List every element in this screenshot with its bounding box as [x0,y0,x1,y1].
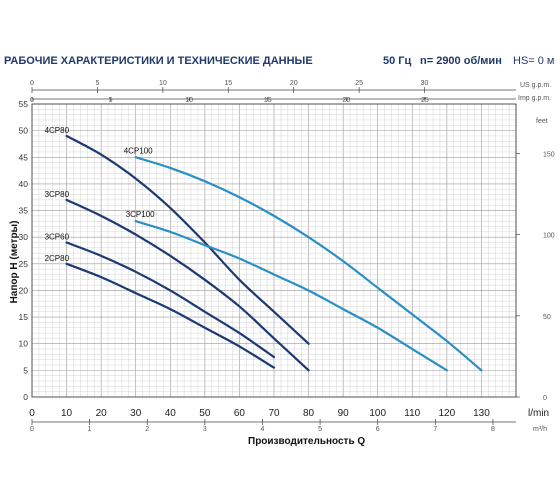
feet-tick-label: 150 [543,151,555,158]
us-gpm-tick-label: 25 [355,80,363,87]
label-2cp80: 2CP80 [45,254,70,263]
m3h-tick-label: 6 [376,426,380,433]
imp-gpm-tick-label: 5 [109,97,113,104]
feet-unit: feet [536,118,548,125]
x-tick-label: 40 [165,408,177,419]
imp-gpm-tick-label: 15 [264,97,272,104]
chart-title: РАБОЧИЕ ХАРАКТЕРИСТИКИ И ТЕХНИЧЕСКИЕ ДАН… [4,55,313,67]
lmin-unit: l/min [528,408,549,419]
imp-gpm-tick-label: 10 [185,97,193,104]
x-tick-label: 30 [130,408,142,419]
hs-label: HS= 0 м [513,55,555,67]
m3h-tick-label: 3 [203,426,207,433]
m3h-tick-label: 8 [491,426,495,433]
y-tick-label: 35 [19,206,29,216]
x-tick-label: 10 [61,408,73,419]
x-tick-label: 70 [268,408,280,419]
curve-3cp60 [65,241,276,359]
y-tick-label: 30 [19,232,29,242]
curve-3cp100 [134,220,448,372]
y-tick-label: 15 [19,312,29,322]
feet-tick-label: 50 [543,314,551,321]
y-tick-label: 40 [19,179,29,189]
y-axis-title: Напор H (метры) [9,221,20,304]
imp-gpm-tick-label: 0 [30,97,34,104]
imp-gpm-unit: Imp g.p.m. [518,95,551,102]
label-3cp60: 3CP60 [45,233,70,242]
x-tick-label: 20 [96,408,108,419]
us-gpm-tick-label: 20 [290,80,298,87]
m3h-tick-label: 7 [433,426,437,433]
plot-frame [31,103,517,398]
us-gpm-tick-label: 5 [95,80,99,87]
imp-gpm-tick-label: 25 [421,97,429,104]
y-tick-label: 50 [19,126,29,136]
feet-tick-label: 0 [543,395,547,402]
curve-2cp80 [65,262,276,369]
y-tick-label: 5 [23,365,28,375]
us-gpm-unit: US g.p.m. [520,82,551,89]
curve-4cp80 [65,134,310,345]
x-tick-label: 60 [234,408,246,419]
label-3cp80: 3CP80 [45,190,70,199]
us-gpm-tick-label: 15 [224,80,232,87]
x-tick-label: 80 [303,408,315,419]
series: 4CP80 3CP80 3CP60 2CP80 4CP100 3CP100 [45,126,483,372]
rpm-label: n= 2900 об/мин [420,55,502,67]
x-tick-label: 120 [439,408,456,419]
y-tick-label: 25 [19,259,29,269]
m3h-tick-label: 2 [145,426,149,433]
x-tick-label: 100 [369,408,386,419]
curve-4cp100 [134,156,483,372]
m3h-tick-label: 0 [30,426,34,433]
x-tick-label: 50 [199,408,211,419]
us-gpm-tick-label: 10 [159,80,167,87]
x-tick-label: 110 [404,408,420,419]
label-3cp100: 3CP100 [126,210,155,219]
x-axis-title: Производительность Q [248,436,365,447]
m3h-tick-label: 4 [261,426,265,433]
curve-3cp80 [65,198,310,372]
y-tick-label: 45 [19,152,29,162]
x-tick-label: 0 [29,408,35,419]
label-4cp80: 4CP80 [45,126,70,135]
y-tick-label: 10 [19,339,29,349]
m3h-tick-label: 5 [318,426,322,433]
grid [31,103,517,398]
y-tick-label: 20 [19,285,29,295]
frequency-label: 50 Гц [383,55,412,67]
x-tick-label: 130 [473,408,490,419]
feet-tick-label: 100 [543,233,555,240]
y-tick-label: 55 [19,99,29,109]
m3h-unit: m³/h [533,426,547,433]
us-gpm-tick-label: 30 [421,80,429,87]
m3h-tick-label: 1 [88,426,92,433]
imp-gpm-tick-label: 20 [342,97,350,104]
x-tick-label: 90 [338,408,350,419]
y-tick-label: 0 [23,392,28,402]
us-gpm-tick-label: 0 [30,80,34,87]
label-4cp100: 4CP100 [124,146,153,155]
